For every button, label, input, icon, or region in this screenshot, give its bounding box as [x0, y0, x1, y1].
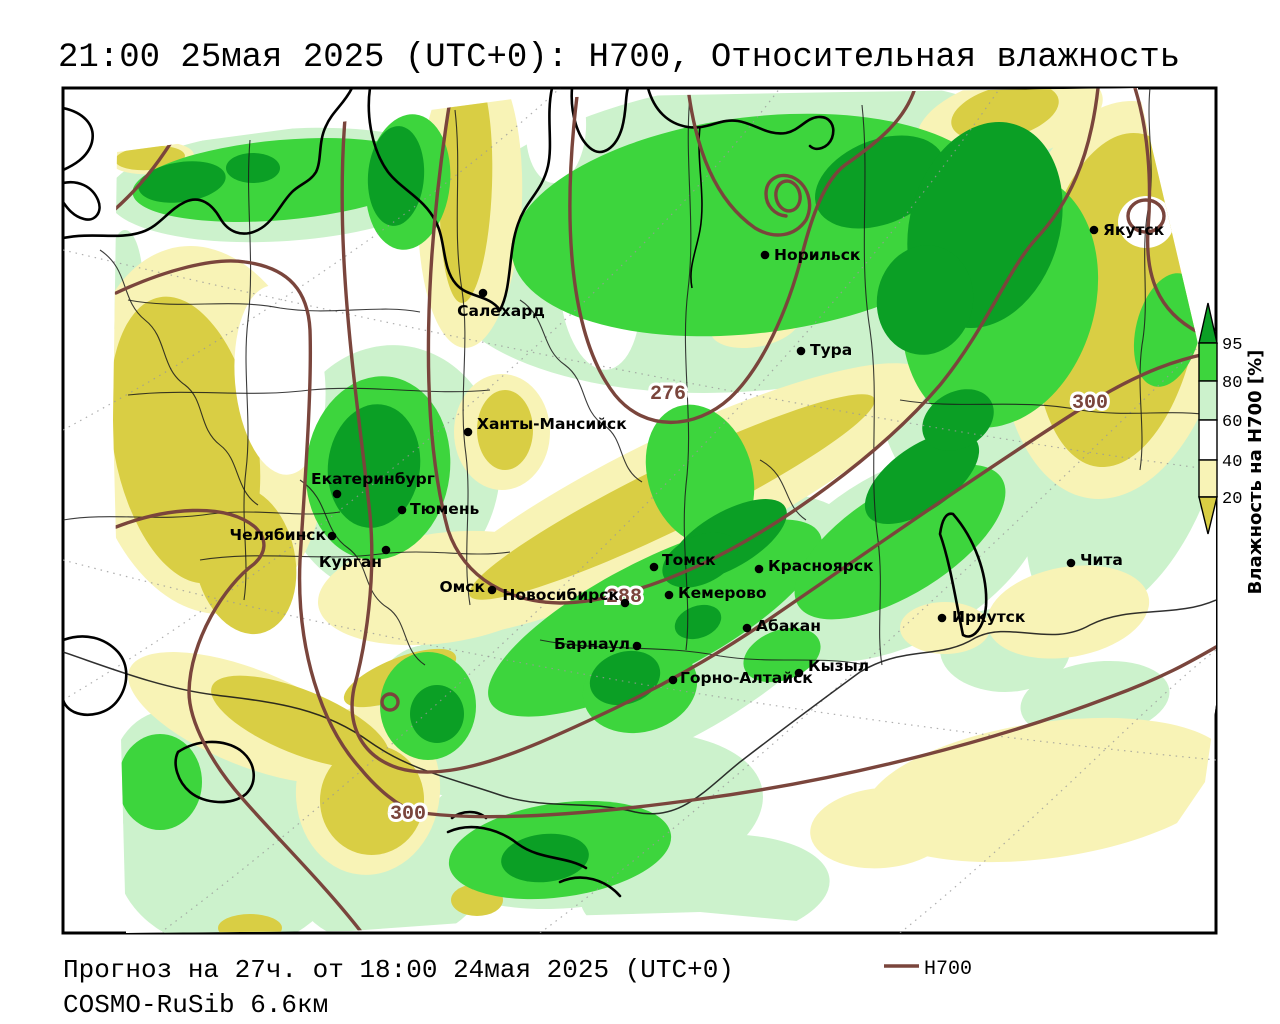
- coastline-taymyr: [646, 88, 835, 151]
- colorbar-segment: [1198, 380, 1218, 421]
- city-label: Чита: [1080, 551, 1123, 569]
- city-label: Новосибирск: [502, 586, 619, 604]
- city-label: Красноярск: [768, 557, 874, 575]
- city-marker: Горно-Алтайск: [668, 669, 813, 687]
- city-marker: Иркутск: [937, 608, 1026, 626]
- city-label: Ханты-Мансийск: [477, 415, 627, 433]
- city-label: Горно-Алтайск: [680, 669, 813, 687]
- caspian-sea: [63, 635, 128, 716]
- aral-sea: [174, 740, 255, 804]
- city-marker: Чита: [1066, 551, 1123, 569]
- city-marker: Томск: [649, 551, 716, 572]
- closed-contour-small: [380, 692, 400, 712]
- cities-layer: Норильск Салехард Тура Ханты-Мансийск Екатер…: [230, 221, 1165, 687]
- city-dot: [668, 675, 678, 685]
- city-label: Кызыл: [808, 657, 869, 675]
- city-dot: [794, 668, 804, 678]
- city-label: Абакан: [756, 617, 821, 635]
- city-dot: [478, 288, 488, 298]
- h700-legend: H700: [884, 958, 972, 981]
- city-label: Курган: [319, 553, 382, 571]
- city-label: Иркутск: [952, 608, 1026, 626]
- h700-legend-label: H700: [924, 958, 972, 981]
- colorbar-tick-label: 95: [1222, 336, 1242, 355]
- colorbar-segment: [1198, 496, 1218, 535]
- city-label: Омск: [439, 578, 485, 596]
- page-title: 21:00 25мая 2025 (UTC+0): H700, Относите…: [58, 39, 1180, 77]
- city-marker: Салехард: [457, 288, 545, 320]
- graticule-layer: [63, 88, 1216, 933]
- city-label: Тура: [810, 341, 852, 359]
- city-marker: Ханты-Мансийск: [463, 415, 627, 437]
- city-label: Кемерово: [678, 584, 767, 602]
- lake-baikal: [938, 512, 988, 638]
- colorbar-tick-label: 60: [1222, 413, 1242, 432]
- city-marker: Якутск: [1089, 221, 1165, 239]
- city-label: Норильск: [774, 246, 861, 264]
- city-dot: [632, 641, 642, 651]
- city-dot: [796, 346, 806, 356]
- colorbar: 95 80 60 40 20 Влажность на H700 [%]: [1198, 302, 1266, 595]
- footer-model-line: COSMO-RuSib 6.6км: [63, 990, 328, 1020]
- city-dot: [664, 590, 674, 600]
- colorbar-tick-label: 80: [1222, 374, 1242, 393]
- coastline-novaya-zemlya: [63, 106, 94, 172]
- coastline-arctic: [63, 88, 354, 240]
- city-dot: [1089, 225, 1099, 235]
- city-marker: Кемерово: [664, 584, 767, 602]
- coastline-ob-bay: [498, 88, 554, 312]
- contour-labels-layer: 276 288 300 300: [387, 380, 1111, 829]
- city-dot: [332, 489, 342, 499]
- city-marker: Абакан: [742, 617, 821, 635]
- city-marker: Екатеринбург: [311, 470, 435, 499]
- city-dot: [754, 564, 764, 574]
- city-dot: [487, 585, 497, 595]
- city-marker: Омск: [439, 578, 497, 596]
- city-label: Челябинск: [230, 526, 327, 544]
- city-label: Барнаул: [554, 635, 630, 653]
- city-marker: Курган: [319, 545, 391, 571]
- closed-contour-yakutsk: [1126, 198, 1166, 234]
- city-dot: [463, 427, 473, 437]
- city-dot: [742, 623, 752, 633]
- city-dot: [381, 545, 391, 555]
- city-marker: Тура: [796, 341, 852, 359]
- footer-forecast-line: Прогноз на 27ч. от 18:00 24мая 2025 (UTC…: [63, 955, 734, 985]
- river-yenisei: [690, 126, 703, 289]
- city-marker: Норильск: [760, 246, 861, 264]
- contour-value-label: 276: [650, 383, 686, 406]
- humidity-above-95-region: [138, 90, 1192, 883]
- colorbar-segment: [1198, 419, 1218, 461]
- humidity-fill-layer: [113, 88, 1216, 933]
- city-label: Салехард: [457, 302, 545, 320]
- city-marker: Новосибирск: [502, 586, 630, 608]
- city-dot: [937, 613, 947, 623]
- city-marker: Челябинск: [230, 526, 337, 544]
- contour-value-label: 300: [390, 803, 426, 826]
- city-label: Екатеринбург: [311, 470, 435, 488]
- city-label: Томск: [662, 551, 716, 569]
- city-dot: [397, 505, 407, 515]
- city-marker: Кызыл: [794, 657, 869, 678]
- city-marker: Красноярск: [754, 557, 874, 575]
- contour-value-label: 300: [1072, 392, 1108, 415]
- city-label: Тюмень: [410, 500, 480, 518]
- city-dot: [760, 250, 770, 260]
- city-marker: Барнаул: [554, 635, 642, 653]
- contour-value-label: 288: [606, 586, 642, 609]
- city-dot: [327, 531, 337, 541]
- city-dot: [1066, 558, 1076, 568]
- colorbar-tick-label: 20: [1222, 490, 1242, 509]
- closed-contour-high: [774, 179, 802, 213]
- city-dot: [620, 598, 630, 608]
- city-dot: [649, 562, 659, 572]
- city-marker: Тюмень: [397, 500, 480, 518]
- city-label: Якутск: [1103, 221, 1165, 239]
- colorbar-segment: [1198, 459, 1218, 498]
- colorbar-tick-label: 40: [1222, 453, 1242, 472]
- colorbar-segment: [1198, 342, 1218, 382]
- colorbar-title: Влажность на H700 [%]: [1245, 350, 1266, 595]
